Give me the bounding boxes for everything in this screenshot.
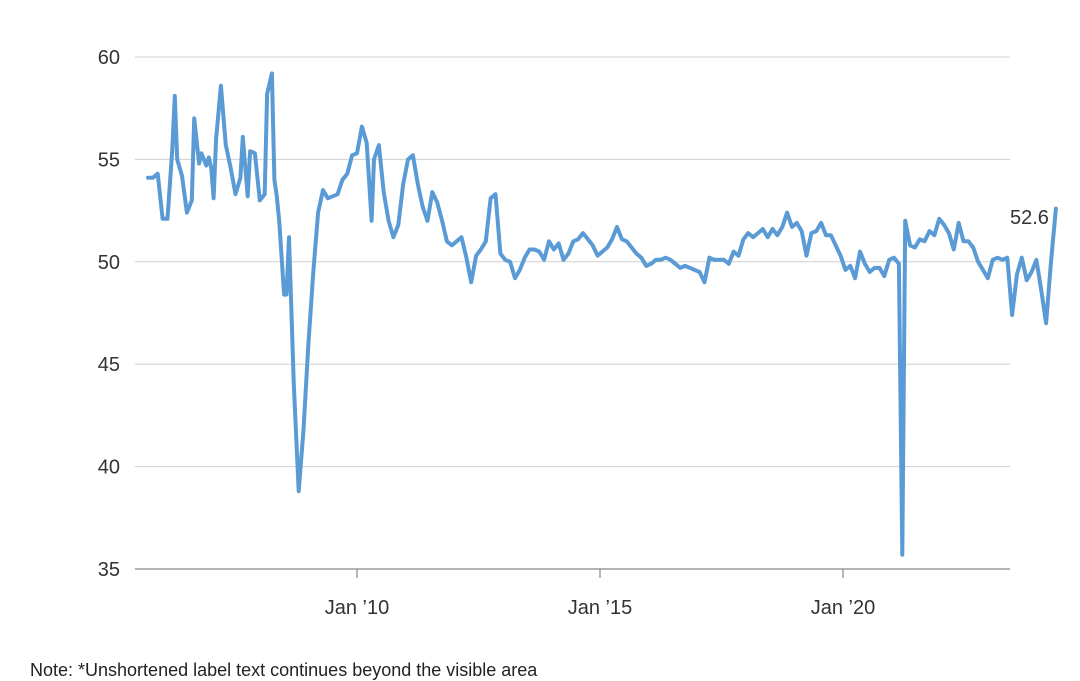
footnote: Note: *Unshortened label text continues …	[30, 660, 538, 680]
y-tick-label-60: 60	[98, 47, 120, 69]
x-axis: Jan ’10 Jan ’15 Jan ’20	[325, 569, 876, 619]
y-tick-label-55: 55	[98, 149, 120, 171]
last-value-label: 52.6	[1010, 207, 1049, 229]
series-line-0	[146, 71, 1058, 557]
y-axis: 35 40 45 50 55 60	[98, 47, 120, 581]
y-tick-label-45: 45	[98, 354, 120, 376]
y-tick-label-35: 35	[98, 559, 120, 581]
series-group	[146, 71, 1058, 557]
y-tick-label-50: 50	[98, 252, 120, 274]
x-tick-label-1: Jan ’15	[568, 597, 633, 619]
y-tick-label-40: 40	[98, 457, 120, 479]
x-tick-label-0: Jan ’10	[325, 597, 390, 619]
x-tick-label-2: Jan ’20	[811, 597, 876, 619]
